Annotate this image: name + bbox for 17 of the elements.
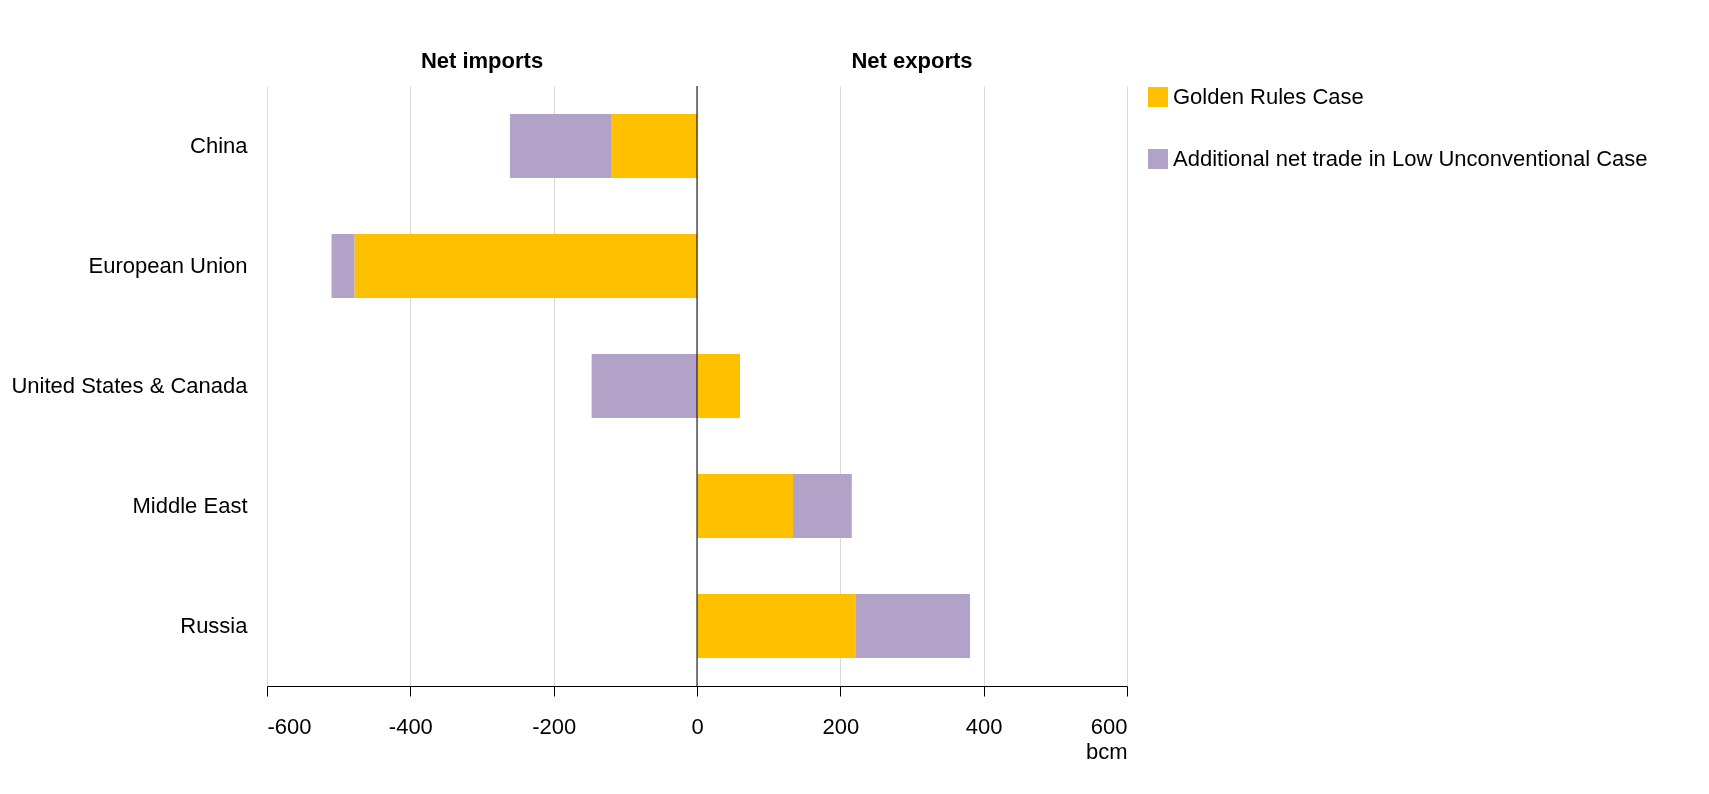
- y-tick-label: China: [190, 133, 249, 158]
- y-tick-label: United States & Canada: [11, 373, 249, 398]
- text: Net exports: [851, 48, 973, 73]
- y-tick-label: European Union: [88, 253, 248, 278]
- text: Net imports: [420, 48, 544, 73]
- x-tick-label: 600: [1090, 713, 1128, 739]
- legend-label: Golden Rules Case: [1173, 84, 1364, 109]
- x-tick-label: -400: [388, 713, 433, 739]
- x-tick-label: -600: [267, 713, 312, 739]
- legend-label: Additional net trade in Low Unconventional Case: [1173, 146, 1648, 171]
- y-tick-label: Russia: [180, 613, 249, 638]
- x-tick-label: 400: [965, 713, 1003, 739]
- x-tick-label: -200: [532, 713, 577, 739]
- x-tick-label: 200: [822, 713, 860, 739]
- x-tick-label: 0: [691, 713, 704, 739]
- x-axis-title: bcm: [1085, 738, 1128, 764]
- y-tick-label: Middle East: [132, 493, 248, 518]
